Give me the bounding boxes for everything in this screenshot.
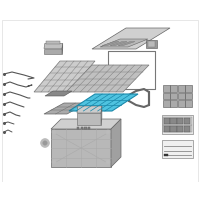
Bar [163,93,170,99]
Polygon shape [44,103,87,114]
Bar [185,93,192,99]
Bar [164,154,168,156]
Bar [170,118,177,124]
Bar [163,117,192,124]
Polygon shape [51,119,121,129]
Polygon shape [110,42,127,46]
Circle shape [52,130,56,134]
Bar [164,126,170,132]
Bar [170,85,177,92]
Bar [163,100,170,107]
Bar [163,85,170,92]
Polygon shape [77,127,79,129]
Bar [163,125,192,132]
Circle shape [106,130,110,134]
Bar [170,100,177,107]
Bar [170,126,177,132]
Bar [184,118,190,124]
Bar [162,140,193,158]
Polygon shape [100,39,148,47]
Polygon shape [51,129,111,167]
Polygon shape [81,127,83,129]
Bar [178,93,185,99]
Polygon shape [102,42,119,46]
Bar [164,118,170,124]
Bar [170,93,177,99]
Bar [177,126,183,132]
Bar [177,118,183,124]
Circle shape [43,141,47,145]
Polygon shape [77,106,102,113]
Polygon shape [84,127,87,129]
Polygon shape [62,44,63,54]
Bar [178,100,185,107]
Bar [185,85,192,92]
Circle shape [52,160,56,164]
Circle shape [106,160,110,164]
Polygon shape [148,41,155,47]
Polygon shape [118,42,135,46]
Polygon shape [92,28,170,49]
Circle shape [41,139,49,147]
Polygon shape [77,113,101,125]
Polygon shape [46,40,60,44]
Polygon shape [146,40,157,48]
Polygon shape [66,65,149,92]
Polygon shape [101,106,102,125]
Bar [162,115,193,134]
Bar [184,126,190,132]
Polygon shape [34,61,95,92]
Polygon shape [88,127,90,129]
Bar [178,85,185,92]
Polygon shape [45,91,72,96]
Bar [185,100,192,107]
Polygon shape [69,94,138,111]
Polygon shape [44,44,63,49]
Polygon shape [111,119,121,167]
Polygon shape [44,49,62,54]
